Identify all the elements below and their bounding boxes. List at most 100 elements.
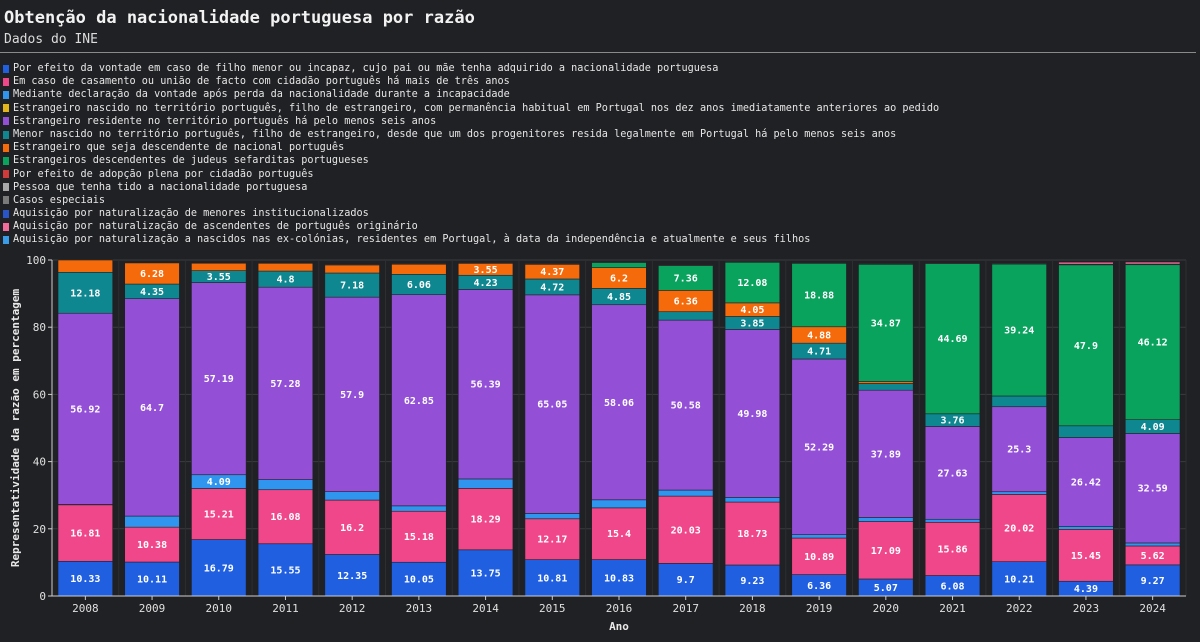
bar-segment bbox=[924, 426, 981, 520]
data-label: 12.18 bbox=[70, 288, 100, 299]
title-divider bbox=[0, 52, 1196, 53]
legend-swatch bbox=[3, 104, 9, 113]
bar-segment bbox=[524, 294, 580, 514]
legend-item[interactable]: Casos especiais bbox=[3, 194, 939, 207]
data-label: 13.75 bbox=[471, 568, 501, 579]
chart-title: Obtenção da nacionalidade portuguesa por… bbox=[4, 8, 475, 28]
bar-segment bbox=[257, 263, 314, 272]
y-tick-label: 40 bbox=[33, 456, 46, 469]
data-label: 4.09 bbox=[1141, 422, 1165, 433]
legend-label: Aquisição por naturalização de ascendent… bbox=[13, 221, 418, 233]
data-label: 4.39 bbox=[1074, 584, 1098, 595]
data-label: 44.69 bbox=[937, 334, 967, 345]
data-label: 4.37 bbox=[540, 267, 564, 278]
x-tick-label: 2013 bbox=[406, 602, 433, 615]
bar-segment bbox=[1124, 261, 1181, 265]
bar-segment bbox=[191, 539, 247, 597]
y-tick-label: 100 bbox=[26, 254, 46, 267]
data-label: 15.45 bbox=[1071, 551, 1101, 562]
x-tick-label: 2021 bbox=[939, 602, 966, 615]
legend-swatch bbox=[3, 222, 9, 231]
bar-stacks bbox=[57, 259, 1181, 597]
bar-segment bbox=[724, 497, 781, 503]
legend-item[interactable]: Aquisição por naturalização a nascidos n… bbox=[3, 233, 939, 246]
data-label: 34.87 bbox=[871, 318, 901, 329]
legend-item[interactable]: Em caso de casamento ou união de facto c… bbox=[3, 75, 939, 88]
bar-segment bbox=[924, 262, 981, 264]
legend-item[interactable]: Estrangeiro nascido no território portug… bbox=[3, 102, 939, 115]
data-label: 15.21 bbox=[204, 510, 234, 521]
x-tick-label: 2023 bbox=[1073, 602, 1100, 615]
bar-segment bbox=[391, 505, 447, 512]
data-label: 3.55 bbox=[207, 272, 231, 283]
data-label: 10.38 bbox=[137, 540, 167, 551]
bar-segment bbox=[191, 262, 247, 271]
legend-item[interactable]: Mediante declaração da vontade após perd… bbox=[3, 88, 939, 101]
data-label: 18.73 bbox=[737, 529, 767, 540]
bar-segment bbox=[457, 262, 514, 264]
legend-item[interactable]: Estrangeiros descendentes de judeus sefa… bbox=[3, 154, 939, 167]
data-label: 6.36 bbox=[674, 297, 698, 308]
bar-segment bbox=[1124, 264, 1181, 421]
bar-segment bbox=[57, 504, 114, 562]
legend-item[interactable]: Pessoa que tenha tido a nacionalidade po… bbox=[3, 181, 939, 194]
legend-label: Casos especiais bbox=[13, 194, 106, 206]
bar-segment bbox=[991, 263, 1047, 397]
bar-segment bbox=[524, 559, 580, 597]
legend-item[interactable]: Menor nascido no território português, f… bbox=[3, 128, 939, 141]
bar-segment bbox=[257, 489, 314, 545]
bar-segment bbox=[991, 395, 1047, 408]
x-tick-label: 2008 bbox=[72, 602, 99, 615]
x-tick-label: 2019 bbox=[806, 602, 833, 615]
data-label: 27.63 bbox=[937, 468, 967, 479]
y-tick-label: 20 bbox=[33, 523, 46, 536]
bar-segment bbox=[391, 510, 447, 563]
data-label: 4.88 bbox=[807, 330, 831, 341]
x-tick-label: 2016 bbox=[606, 602, 633, 615]
legend-label: Estrangeiro que seja descendente de naci… bbox=[13, 142, 345, 154]
legend-swatch bbox=[3, 236, 9, 245]
data-label: 26.42 bbox=[1071, 477, 1101, 488]
legend-swatch bbox=[3, 209, 9, 218]
legend-item[interactable]: Aquisição por naturalização de menores i… bbox=[3, 207, 939, 220]
legend-item[interactable]: Estrangeiro residente no território port… bbox=[3, 115, 939, 128]
data-label: 37.89 bbox=[871, 449, 901, 460]
bar-segment bbox=[324, 263, 380, 266]
bar-segment bbox=[658, 489, 714, 497]
legend-item[interactable]: Por efeito da vontade em caso de filho m… bbox=[3, 62, 939, 75]
data-label: 20.03 bbox=[671, 525, 701, 536]
legend-swatch bbox=[3, 156, 9, 165]
bar-segment bbox=[1058, 261, 1114, 265]
data-label: 10.21 bbox=[1004, 574, 1034, 585]
data-label: 20.02 bbox=[1004, 524, 1034, 535]
legend-item[interactable]: Por efeito de adopção plena por cidadão … bbox=[3, 168, 939, 181]
data-label: 12.08 bbox=[737, 278, 767, 289]
data-label: 4.72 bbox=[540, 282, 564, 293]
data-label: 10.11 bbox=[137, 575, 167, 586]
legend-label: Mediante declaração da vontade após perd… bbox=[13, 89, 510, 101]
y-tick-label: 80 bbox=[33, 321, 46, 334]
bar-segment bbox=[791, 262, 847, 264]
bar-segment bbox=[591, 304, 647, 501]
data-label: 6.2 bbox=[610, 274, 628, 285]
bar-segment bbox=[924, 518, 981, 523]
legend-item[interactable]: Estrangeiro que seja descendente de naci… bbox=[3, 141, 939, 154]
data-label: 32.59 bbox=[1138, 484, 1168, 495]
data-label: 12.35 bbox=[337, 571, 367, 582]
legend-label: Aquisição por naturalização de menores i… bbox=[13, 208, 369, 220]
data-label: 15.18 bbox=[404, 532, 434, 543]
x-tick-label: 2009 bbox=[139, 602, 166, 615]
bar-segment bbox=[1058, 437, 1114, 527]
legend-swatch bbox=[3, 77, 9, 86]
x-axis-label: Ano bbox=[609, 620, 629, 633]
data-label: 4.09 bbox=[207, 477, 231, 488]
bar-segment bbox=[924, 521, 981, 576]
bar-segment bbox=[991, 561, 1047, 597]
data-label: 12.17 bbox=[537, 535, 567, 546]
data-label: 10.89 bbox=[804, 552, 834, 563]
data-label: 57.9 bbox=[340, 390, 364, 401]
y-axis-label: Representatividade da razão em percentag… bbox=[9, 289, 22, 568]
bar-segment bbox=[1124, 542, 1181, 547]
legend-item[interactable]: Aquisição por naturalização de ascendent… bbox=[3, 220, 939, 233]
data-label: 9.7 bbox=[677, 575, 695, 586]
